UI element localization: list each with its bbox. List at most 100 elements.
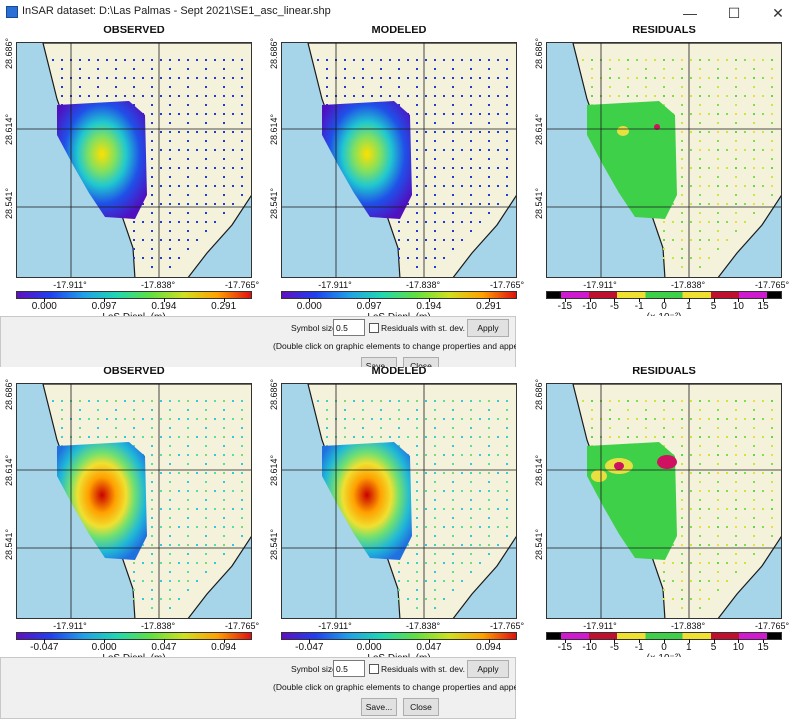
data-point (241, 149, 243, 151)
data-point (106, 418, 108, 420)
data-point (591, 77, 593, 79)
data-point (434, 212, 436, 214)
data-point (133, 239, 135, 241)
data-point (627, 418, 629, 420)
data-point (416, 239, 418, 241)
data-point (726, 436, 728, 438)
data-point (690, 472, 692, 474)
data-point (681, 472, 683, 474)
data-point (232, 203, 234, 205)
data-point (443, 77, 445, 79)
symbol-size-input[interactable] (333, 660, 365, 677)
residuals-stdev-checkbox[interactable] (369, 323, 379, 333)
map-plot[interactable] (16, 42, 252, 278)
scale-tick (738, 639, 740, 643)
data-point (443, 203, 445, 205)
data-point (205, 409, 207, 411)
data-point (681, 203, 683, 205)
data-point (326, 77, 328, 79)
data-point (470, 104, 472, 106)
save-button[interactable]: Save... (361, 698, 397, 716)
data-point (717, 86, 719, 88)
data-point (187, 113, 189, 115)
data-point (461, 131, 463, 133)
data-point (416, 400, 418, 402)
data-point (241, 86, 243, 88)
data-point (771, 185, 773, 187)
data-point (443, 257, 445, 259)
data-point (506, 508, 508, 510)
data-point (645, 436, 647, 438)
data-point (205, 571, 207, 573)
scale-tick-label: 0.097 (91, 301, 117, 312)
data-point (151, 454, 153, 456)
data-point (452, 499, 454, 501)
residuals-stdev-checkbox[interactable] (369, 664, 379, 674)
data-point (133, 221, 135, 223)
color-scale-bar[interactable] (281, 632, 517, 640)
data-point (151, 86, 153, 88)
close-button[interactable]: Close (403, 698, 439, 716)
data-point (479, 59, 481, 61)
latitude-tick-label: 28.686° (269, 378, 279, 410)
scale-tick (664, 639, 665, 643)
data-point (187, 185, 189, 187)
data-point (223, 131, 225, 133)
data-point (771, 86, 773, 88)
data-point (97, 86, 99, 88)
data-point (470, 131, 472, 133)
data-point (214, 526, 216, 528)
data-point (470, 490, 472, 492)
data-point (214, 59, 216, 61)
data-point (196, 544, 198, 546)
data-point (771, 158, 773, 160)
data-point (443, 59, 445, 61)
data-point (708, 526, 710, 528)
data-point (690, 77, 692, 79)
apply-button[interactable]: Apply (467, 319, 509, 337)
map-plot[interactable] (546, 42, 782, 278)
data-point (735, 517, 737, 519)
minimize-button[interactable]: — (683, 5, 697, 21)
data-point (470, 59, 472, 61)
data-point (371, 400, 373, 402)
data-point (461, 436, 463, 438)
symbol-size-input[interactable] (333, 319, 365, 336)
data-point (690, 239, 692, 241)
data-point (398, 571, 400, 573)
data-point (497, 113, 499, 115)
color-scale-bar[interactable] (281, 291, 517, 299)
data-point (214, 77, 216, 79)
data-point (479, 544, 481, 546)
data-point (708, 580, 710, 582)
data-point (609, 59, 611, 61)
data-point (169, 140, 171, 142)
map-plot[interactable] (16, 383, 252, 619)
data-point (434, 167, 436, 169)
data-point (407, 544, 409, 546)
map-plot[interactable] (281, 42, 517, 278)
map-plot[interactable] (281, 383, 517, 619)
data-point (461, 580, 463, 582)
data-point (187, 122, 189, 124)
data-point (452, 553, 454, 555)
data-point (169, 176, 171, 178)
data-point (479, 472, 481, 474)
data-point (344, 427, 346, 429)
close-window-button[interactable]: ✕ (772, 4, 784, 21)
map-plot[interactable] (546, 383, 782, 619)
apply-button[interactable]: Apply (467, 660, 509, 678)
data-point (214, 562, 216, 564)
scale-tick-label: -10 (582, 642, 597, 653)
color-scale-bar[interactable] (16, 291, 252, 299)
maximize-button[interactable]: ☐ (727, 4, 741, 21)
data-point (470, 122, 472, 124)
data-point (488, 436, 490, 438)
data-point (160, 95, 162, 97)
data-point (636, 95, 638, 97)
data-point (753, 427, 755, 429)
data-point (708, 544, 710, 546)
data-point (380, 77, 382, 79)
color-scale-bar[interactable] (16, 632, 252, 640)
data-point (398, 95, 400, 97)
